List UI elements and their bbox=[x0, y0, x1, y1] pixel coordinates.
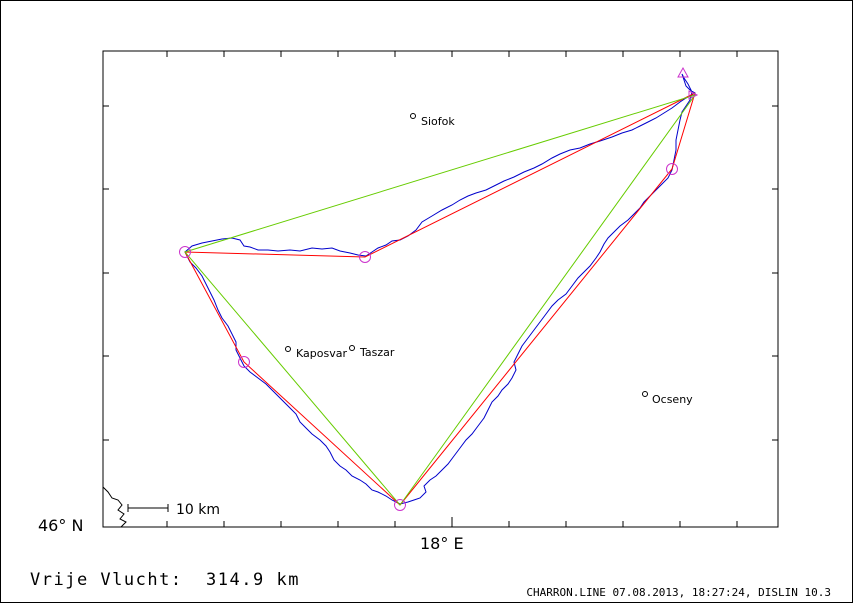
turnpoint-marker bbox=[359, 251, 371, 263]
top-ticks bbox=[166, 51, 738, 57]
turnpoint-marker bbox=[666, 163, 678, 175]
scale-bar bbox=[127, 504, 169, 512]
finish-triangle-marker bbox=[688, 90, 699, 100]
credit-line: CHARRON.LINE 07.08.2013, 18:27:24, DISLI… bbox=[526, 586, 831, 599]
turnpoints bbox=[179, 163, 678, 511]
route-line bbox=[184, 92, 696, 506]
town-label: Siofok bbox=[421, 115, 455, 128]
left-ticks bbox=[103, 105, 109, 441]
distance-value: 314.9 km bbox=[206, 570, 300, 590]
longitude-label: 18° E bbox=[420, 534, 464, 553]
turnpoint-marker bbox=[394, 499, 406, 511]
town-marker bbox=[349, 345, 355, 351]
turnpoint-marker bbox=[179, 246, 191, 258]
town-label: Ocseny bbox=[652, 393, 693, 406]
gps-track bbox=[184, 73, 696, 505]
start-triangle-marker bbox=[677, 66, 689, 78]
right-ticks bbox=[772, 105, 778, 441]
turnpoint-marker bbox=[238, 356, 250, 368]
scale-label: 10 km bbox=[176, 502, 220, 518]
distance-label: Vrije Vlucht: bbox=[30, 570, 183, 590]
bottom-ticks bbox=[166, 517, 738, 527]
latitude-label: 46° N bbox=[38, 516, 84, 535]
border-line bbox=[102, 486, 127, 528]
town-marker bbox=[642, 391, 648, 397]
town-label: Taszar bbox=[359, 346, 395, 359]
triangle-line bbox=[184, 94, 697, 506]
distance-readout: Vrije Vlucht: 314.9 km bbox=[30, 570, 300, 590]
town-marker bbox=[410, 113, 416, 119]
town-label: Kaposvar bbox=[296, 347, 347, 360]
plot-area bbox=[102, 50, 779, 528]
town-markers bbox=[285, 113, 648, 397]
town-marker bbox=[285, 346, 291, 352]
